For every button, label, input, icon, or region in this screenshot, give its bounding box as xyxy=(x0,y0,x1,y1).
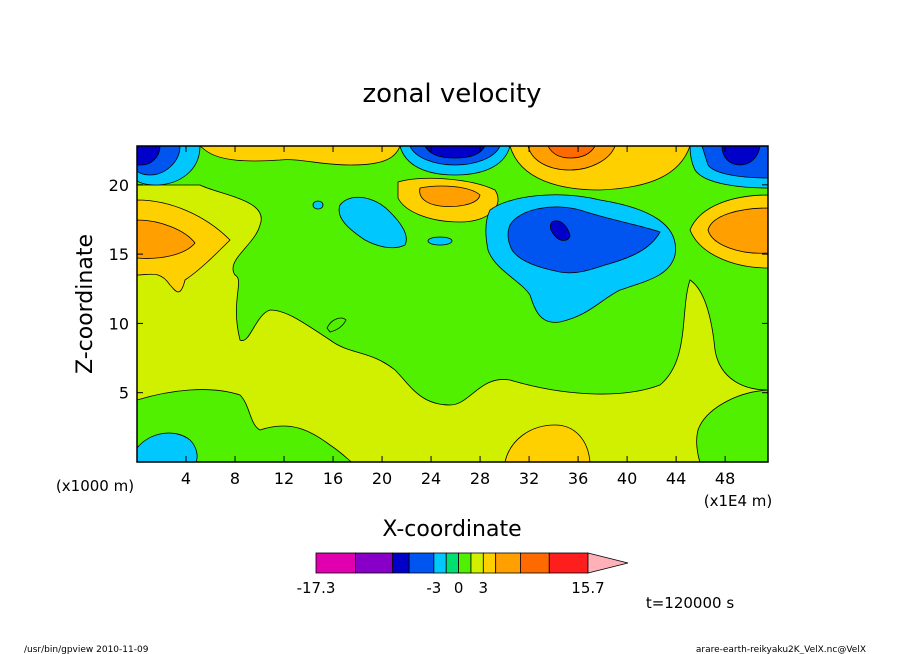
footer-right: arare-earth-reikyaku2K_VelX.nc@VelX xyxy=(696,645,866,654)
x-axis-label: X-coordinate xyxy=(382,517,521,542)
contour-field-pos-topright-3 xyxy=(547,146,596,159)
contour-field-pos-top1 xyxy=(199,146,401,166)
x-unit-right: (x1E4 m) xyxy=(704,492,773,510)
plot-frame xyxy=(136,145,769,463)
colorbar-box xyxy=(470,552,484,574)
colorbar-box xyxy=(495,552,521,574)
y-tick-label: 20 xyxy=(109,176,129,195)
colorbar xyxy=(315,552,629,574)
x-tick-label: 44 xyxy=(666,469,686,488)
contour-field-small-3 xyxy=(326,317,347,333)
x-tick-label: 36 xyxy=(568,469,588,488)
y-axis-label: Z-coordinate xyxy=(73,234,98,374)
chart-title: zonal velocity xyxy=(362,79,541,109)
colorbar-box xyxy=(392,552,410,574)
colorbar-box xyxy=(315,552,356,574)
y-axis-ticks: 5 10 15 20 xyxy=(109,176,768,403)
colorbar-tick-label: 3 xyxy=(479,579,489,597)
colorbar-box xyxy=(520,552,550,574)
contour-field-neg-bottomleft xyxy=(137,432,198,462)
x-tick-label: 4 xyxy=(181,469,191,488)
footer-left: /usr/bin/gpview 2010-11-09 xyxy=(24,645,149,654)
time-label: t=120000 s xyxy=(646,594,734,612)
x-tick-label: 28 xyxy=(470,469,490,488)
contour-field-pos-mid-inner xyxy=(419,185,481,207)
contour-field-small-2 xyxy=(427,236,453,246)
y-tick-label: 5 xyxy=(119,384,129,403)
contour-field-green-lr xyxy=(696,389,768,462)
colorbar-box xyxy=(408,552,435,574)
y-tick-label: 15 xyxy=(109,245,129,264)
x-tick-label: 40 xyxy=(617,469,637,488)
colorbar-tick-label: -3 xyxy=(426,579,441,597)
colorbar-box xyxy=(355,552,394,574)
colorbar-box xyxy=(458,552,472,574)
x-tick-label: 8 xyxy=(230,469,240,488)
colorbar-box xyxy=(482,552,497,574)
contour-field-pos-left-inner xyxy=(137,219,196,259)
contour-field-neg-big-3 xyxy=(549,220,571,241)
x-tick-label: 16 xyxy=(323,469,343,488)
contour-field-neg-topright-3 xyxy=(721,146,761,166)
contour-field-neg-left xyxy=(338,196,407,249)
x-tick-label: 48 xyxy=(715,469,735,488)
y-tick-label: 10 xyxy=(109,314,129,333)
x-tick-label: 32 xyxy=(519,469,539,488)
contour-field-pos-bottom xyxy=(504,424,591,462)
contour-field-neg-big-2 xyxy=(507,206,661,274)
contour-field-neg-top-3 xyxy=(424,146,486,159)
contour-field-small-1 xyxy=(312,200,324,210)
colorbar-tick-labels: -17.3 -3 0 3 15.7 xyxy=(297,579,605,597)
colorbar-tick-label: -17.3 xyxy=(297,579,336,597)
colorbar-box xyxy=(433,552,447,574)
x-tick-label: 24 xyxy=(421,469,441,488)
colorbar-max-arrow xyxy=(587,552,629,574)
x-axis-ticks: 4 8 12 16 20 24 28 32 36 40 44 48 xyxy=(181,146,735,488)
colorbar-box xyxy=(548,552,589,574)
x-unit-left: (x1000 m) xyxy=(56,477,134,495)
colorbar-box xyxy=(445,552,459,574)
x-tick-label: 12 xyxy=(274,469,294,488)
colorbar-tick-label: 15.7 xyxy=(571,579,604,597)
colorbar-tick-label: 0 xyxy=(454,579,464,597)
contour-plot xyxy=(137,146,768,462)
x-tick-label: 20 xyxy=(372,469,392,488)
contour-field-pos-right-inner xyxy=(707,207,768,254)
